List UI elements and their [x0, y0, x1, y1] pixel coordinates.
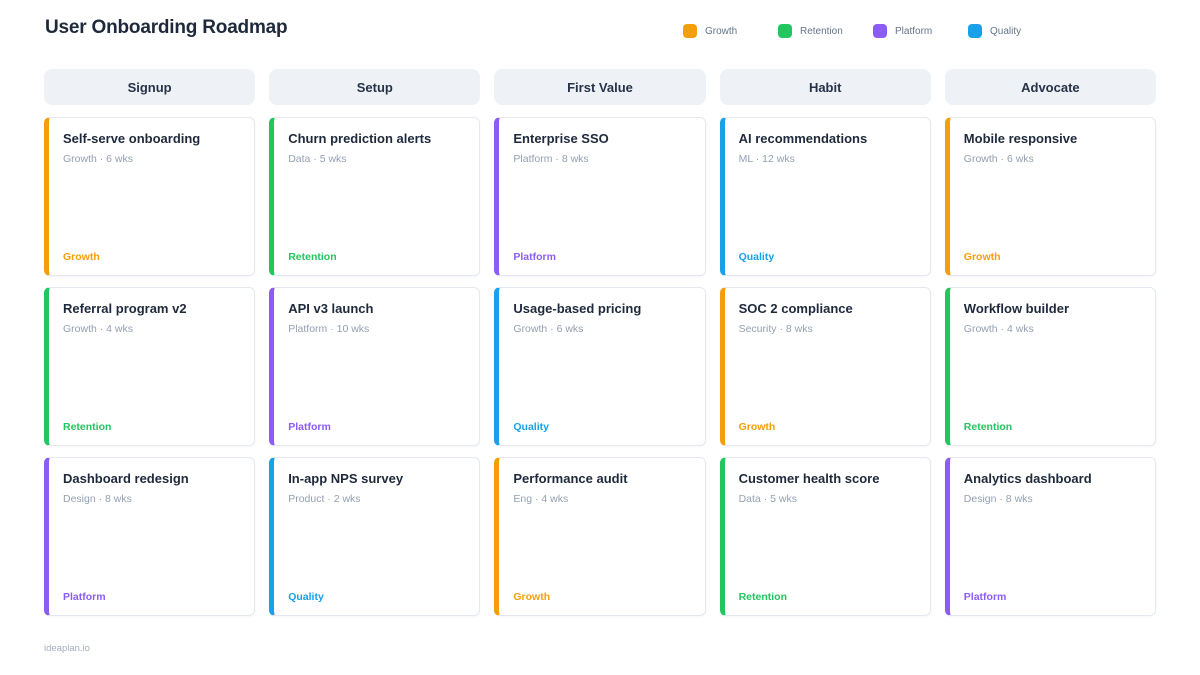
card-meta: Growth · 4 wks [63, 323, 134, 336]
card-tag: Growth [63, 251, 100, 263]
card-title: SOC 2 compliance [738, 301, 853, 316]
card-title: Dashboard redesign [63, 471, 189, 486]
legend-label: Growth [705, 25, 738, 37]
roadmap-card[interactable]: Customer health score Data · 5 wks Retenti… [719, 457, 931, 616]
roadmap-card[interactable]: API v3 launch Platform · 10 wks Platform [269, 287, 481, 446]
legend-swatch-icon [778, 24, 792, 38]
card-meta: Design · 8 wks [63, 493, 132, 506]
legend-label: Quality [990, 25, 1022, 37]
card-meta: Data · 5 wks [738, 493, 797, 506]
card-title: Usage-based pricing [513, 301, 642, 316]
card-tag: Quality [513, 421, 549, 433]
card-tag: Growth [738, 421, 776, 433]
card-title: Customer health score [738, 471, 880, 486]
legend-item-growth: Growth [683, 24, 778, 38]
card-title: Referral program v2 [63, 301, 187, 316]
card-title: Workflow builder [963, 301, 1070, 316]
column-cards: AI recommendations ML · 12 wks Quality SOC … [719, 117, 931, 616]
board-column-first-value: First Value Enterprise SSO Platform · 8 wk… [494, 69, 706, 616]
legend-item-retention: Retention [778, 24, 873, 38]
card-tag: Platform [288, 421, 331, 433]
card-title: Mobile responsive [963, 131, 1078, 146]
column-header: Signup [44, 69, 256, 105]
board-column-signup: Signup Self-serve onboarding Growth · 6 wk… [44, 69, 256, 616]
card-tag: Quality [738, 251, 775, 263]
roadmap-card[interactable]: Churn prediction alerts Data · 5 wks Reten… [269, 117, 481, 276]
card-tag: Retention [288, 251, 337, 263]
card-tag: Quality [288, 591, 324, 603]
column-header: Advocate [944, 69, 1156, 105]
card-meta: Eng · 4 wks [513, 493, 569, 506]
column-cards: Churn prediction alerts Data · 5 wks Reten… [269, 117, 481, 616]
card-meta: ML · 12 wks [738, 153, 795, 166]
column-cards: Mobile responsive Growth · 6 wks Growth Wor… [944, 117, 1156, 616]
card-meta: Growth · 6 wks [513, 323, 584, 336]
roadmap-board: Signup Self-serve onboarding Growth · 6 wk… [44, 69, 1156, 616]
card-meta: Product · 2 wks [288, 493, 361, 506]
card-title: Enterprise SSO [513, 131, 609, 146]
card-tag: Retention [63, 421, 112, 433]
card-tag: Growth [963, 251, 1001, 263]
column-header: Setup [269, 69, 481, 105]
footer-brand: ideaplan.io [44, 643, 90, 654]
legend-swatch-icon [873, 24, 887, 38]
roadmap-card[interactable]: Performance audit Eng · 4 wks Growth [494, 457, 706, 616]
card-title: In-app NPS survey [288, 471, 404, 486]
roadmap-card[interactable]: Usage-based pricing Growth · 6 wks Quality [494, 287, 706, 446]
page-title: User Onboarding Roadmap [45, 17, 288, 38]
card-tag: Platform [963, 591, 1007, 603]
roadmap-card[interactable]: Workflow builder Growth · 4 wks Retention [944, 287, 1156, 446]
card-tag: Retention [738, 591, 788, 603]
legend-swatch-icon [683, 24, 697, 38]
legend-swatch-icon [968, 24, 982, 38]
card-meta: Growth · 6 wks [63, 153, 134, 166]
card-title: AI recommendations [738, 131, 868, 146]
card-meta: Platform · 10 wks [288, 323, 370, 336]
card-meta: Growth · 6 wks [963, 153, 1034, 166]
roadmap-card[interactable]: Mobile responsive Growth · 6 wks Growth [944, 117, 1156, 276]
board-column-advocate: Advocate Mobile responsive Growth · 6 wks G… [944, 69, 1156, 616]
card-title: Churn prediction alerts [288, 131, 432, 146]
roadmap-card[interactable]: AI recommendations ML · 12 wks Quality [719, 117, 931, 276]
card-title: API v3 launch [288, 301, 374, 316]
roadmap-card[interactable]: Analytics dashboard Design · 8 wks Platfor… [944, 457, 1156, 616]
column-cards: Enterprise SSO Platform · 8 wks Platform Us… [494, 117, 706, 616]
card-title: Performance audit [513, 471, 628, 486]
board-column-setup: Setup Churn prediction alerts Data · 5 wks… [269, 69, 481, 616]
card-meta: Data · 5 wks [288, 153, 347, 166]
legend-label: Platform [895, 25, 933, 37]
card-meta: Growth · 4 wks [963, 323, 1034, 336]
card-tag: Retention [963, 421, 1013, 433]
column-header: Habit [719, 69, 931, 105]
column-cards: Self-serve onboarding Growth · 6 wks Growt… [44, 117, 256, 616]
card-meta: Security · 8 wks [738, 323, 813, 336]
card-tag: Platform [513, 251, 556, 263]
roadmap-card[interactable]: Referral program v2 Growth · 4 wks Retenti… [44, 287, 256, 446]
card-title: Self-serve onboarding [63, 131, 201, 146]
roadmap-card[interactable]: Self-serve onboarding Growth · 6 wks Growt… [44, 117, 256, 276]
roadmap-card[interactable]: SOC 2 compliance Security · 8 wks Growth [719, 287, 931, 446]
card-meta: Platform · 8 wks [513, 153, 589, 166]
roadmap-card[interactable]: Dashboard redesign Design · 8 wks Platform [44, 457, 256, 616]
legend-item-quality: Quality [968, 24, 1021, 38]
roadmap-card[interactable]: Enterprise SSO Platform · 8 wks Platform [494, 117, 706, 276]
legend: Growth Retention Platform Quality [683, 24, 1021, 38]
legend-label: Retention [800, 25, 843, 37]
roadmap-card[interactable]: In-app NPS survey Product · 2 wks Quality [269, 457, 481, 616]
card-tag: Growth [513, 591, 551, 603]
column-header: First Value [494, 69, 706, 105]
card-tag: Platform [63, 591, 106, 603]
legend-item-platform: Platform [873, 24, 968, 38]
card-meta: Design · 8 wks [963, 493, 1033, 506]
board-column-habit: Habit AI recommendations ML · 12 wks Qualit… [719, 69, 931, 616]
card-title: Analytics dashboard [963, 471, 1092, 486]
